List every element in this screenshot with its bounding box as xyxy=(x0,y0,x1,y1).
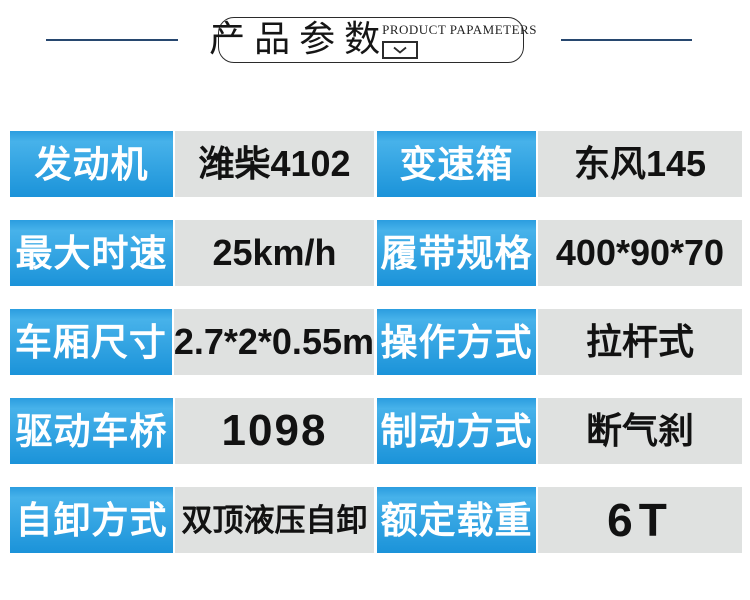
divider-line-right xyxy=(561,39,692,41)
spec-pair-engine: 发动机 潍柴4102 xyxy=(10,131,374,197)
spec-label-rated-load: 额定载重 xyxy=(377,487,536,553)
title-side: PRODUCT PAPAMETERS xyxy=(382,22,537,59)
divider-line-left xyxy=(46,39,178,41)
spec-label-max-speed: 最大时速 xyxy=(10,220,173,286)
spec-pair-cargo-size: 车厢尺寸 2.7*2*0.55m xyxy=(10,309,374,375)
spec-value-braking: 断气刹 xyxy=(538,398,742,464)
chevron-down-icon xyxy=(382,40,419,59)
page-title: 产品参数 xyxy=(209,19,390,60)
spec-value-cargo-size: 2.7*2*0.55m xyxy=(173,309,374,375)
spec-label-dump-method: 自卸方式 xyxy=(10,487,173,553)
spec-value-operation: 拉杆式 xyxy=(538,309,742,375)
spec-row-2: 最大时速 25km/h 履带规格 400*90*70 xyxy=(10,220,742,286)
spec-label-track-spec: 履带规格 xyxy=(377,220,536,286)
spec-value-dump-method: 双顶液压自卸 xyxy=(175,487,374,553)
spec-pair-braking: 制动方式 断气刹 xyxy=(377,398,742,464)
spec-row-3: 车厢尺寸 2.7*2*0.55m 操作方式 拉杆式 xyxy=(10,309,742,375)
spec-pair-drive-axle: 驱动车桥 1098 xyxy=(10,398,374,464)
spec-label-drive-axle: 驱动车桥 xyxy=(10,398,173,464)
spec-pair-dump-method: 自卸方式 双顶液压自卸 xyxy=(10,487,374,553)
spec-row-4: 驱动车桥 1098 制动方式 断气刹 xyxy=(10,398,742,464)
spec-value-track-spec: 400*90*70 xyxy=(538,220,742,286)
spec-label-braking: 制动方式 xyxy=(377,398,536,464)
spec-row-5: 自卸方式 双顶液压自卸 额定载重 6T xyxy=(10,487,742,553)
title-box: 产品参数 PRODUCT PAPAMETERS xyxy=(209,17,536,63)
spec-table: 发动机 潍柴4102 变速箱 东风145 最大时速 25km/h 履带规格 40… xyxy=(10,131,742,576)
spec-value-rated-load: 6T xyxy=(538,487,742,553)
page-subtitle: PRODUCT PAPAMETERS xyxy=(382,22,537,38)
spec-value-gearbox: 东风145 xyxy=(538,131,742,197)
spec-pair-operation: 操作方式 拉杆式 xyxy=(377,309,742,375)
spec-label-operation: 操作方式 xyxy=(377,309,536,375)
spec-pair-track-spec: 履带规格 400*90*70 xyxy=(377,220,742,286)
spec-value-max-speed: 25km/h xyxy=(175,220,374,286)
spec-pair-rated-load: 额定载重 6T xyxy=(377,487,742,553)
spec-value-engine: 潍柴4102 xyxy=(175,131,374,197)
spec-pair-gearbox: 变速箱 东风145 xyxy=(377,131,742,197)
spec-pair-max-speed: 最大时速 25km/h xyxy=(10,220,374,286)
spec-row-1: 发动机 潍柴4102 变速箱 东风145 xyxy=(10,131,742,197)
spec-value-drive-axle: 1098 xyxy=(175,398,374,464)
spec-label-cargo-size: 车厢尺寸 xyxy=(10,309,172,375)
spec-label-gearbox: 变速箱 xyxy=(377,131,536,197)
spec-label-engine: 发动机 xyxy=(10,131,173,197)
